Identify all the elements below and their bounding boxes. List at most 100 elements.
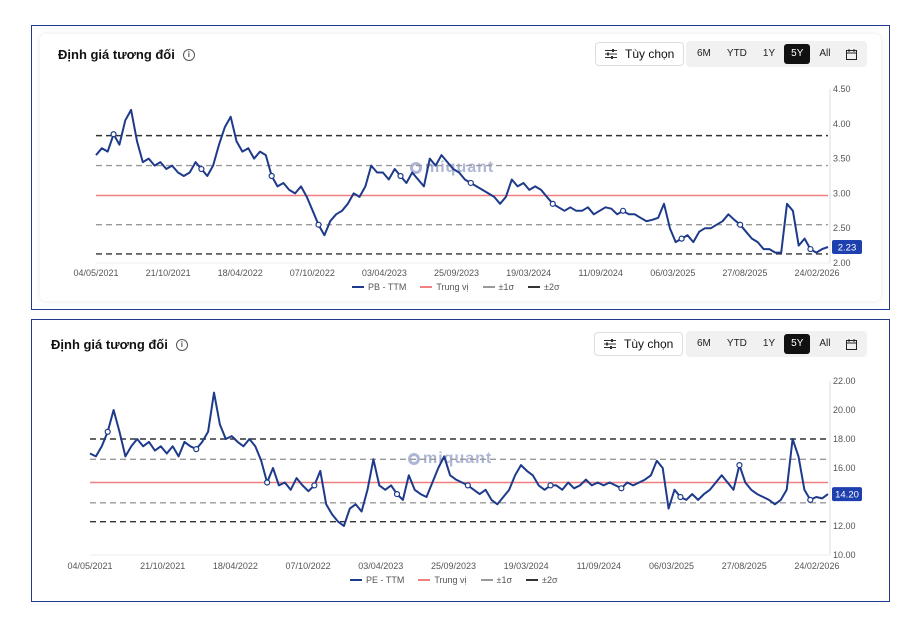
current-value-label: 2.23 — [838, 242, 857, 253]
x-tick-label: 18/04/2022 — [213, 561, 258, 571]
x-tick-label: 03/04/2023 — [362, 268, 407, 278]
legend-swatch — [480, 579, 493, 581]
data-point — [193, 446, 200, 453]
range-5y[interactable]: 5Y — [784, 334, 811, 354]
legend-label: ±1σ — [498, 282, 515, 292]
x-tick-label: 21/10/2021 — [146, 268, 191, 278]
options-button[interactable]: Tùy chọn — [595, 42, 685, 66]
legend-swatch — [420, 286, 433, 288]
info-icon[interactable]: i — [175, 338, 188, 351]
watermark: miquant — [410, 159, 494, 177]
series-line — [95, 108, 829, 254]
legend-item[interactable]: Trung vị — [418, 575, 467, 585]
range-1y[interactable]: 1Y — [762, 48, 776, 59]
legend-item[interactable]: ±2σ — [528, 282, 560, 292]
data-point — [807, 496, 814, 503]
y-tick-label: 12.00 — [833, 521, 856, 531]
x-tick-label: 24/02/2026 — [794, 268, 839, 278]
x-tick-label: 07/10/2022 — [286, 561, 331, 571]
series-line — [89, 391, 829, 527]
legend-item[interactable]: PE - TTM — [350, 575, 404, 585]
legend-swatch — [350, 579, 362, 581]
x-tick-label: 03/04/2023 — [358, 561, 403, 571]
legend-label: ±2σ — [542, 575, 558, 585]
panel-title: Định giá tương đối i — [51, 337, 188, 352]
legend-label: ±1σ — [496, 575, 513, 585]
sliders-icon — [605, 49, 617, 59]
legend-label: Trung vị — [434, 575, 467, 585]
legend-item[interactable]: PB - TTM — [352, 282, 406, 292]
y-tick-label: 16.00 — [833, 463, 856, 473]
x-tick-label: 27/08/2025 — [722, 561, 767, 571]
legend-item[interactable]: Trung vị — [420, 282, 469, 292]
range-1y[interactable]: 1Y — [762, 338, 776, 349]
pe-line-chart: 22.0020.0018.0016.0014.0012.0010.0004/05… — [67, 376, 862, 571]
range-all[interactable]: All — [819, 48, 831, 59]
pb-line-chart: 4.50 4.00 3.50 3.00 2.50 2.00 04/05/2021 21/10/… — [73, 84, 862, 278]
data-point — [547, 482, 554, 489]
legend-swatch — [482, 286, 495, 288]
data-point — [807, 245, 814, 253]
range-selector: 6M YTD 1Y 5Y All — [686, 331, 867, 357]
data-point — [104, 428, 111, 435]
valuation-panel-pb: Định giá tương đối i Tùy chọn 6M YTD 1Y … — [31, 25, 890, 310]
legend-swatch — [418, 579, 431, 581]
x-tick-label: 07/10/2022 — [290, 268, 335, 278]
current-value-label: 14.20 — [835, 490, 859, 501]
data-point — [619, 207, 627, 214]
range-5y[interactable]: 5Y — [784, 44, 811, 64]
chart-card — [40, 328, 881, 593]
data-point — [198, 165, 205, 173]
x-tick-label: 21/10/2021 — [140, 561, 185, 571]
y-tick-label: 22.00 — [833, 376, 856, 386]
options-label: Tùy chọn — [624, 337, 674, 351]
y-tick-label: 3.00 — [833, 188, 851, 198]
data-point — [397, 172, 404, 180]
legend-swatch — [528, 286, 541, 288]
x-tick-label: 11/09/2024 — [579, 268, 623, 278]
legend-item[interactable]: ±2σ — [526, 575, 558, 585]
range-6m[interactable]: 6M — [697, 338, 711, 349]
chart-legend: PB - TTM Trung vị ±1σ ±2σ — [352, 282, 560, 292]
data-point — [311, 482, 318, 489]
range-selector: 6M YTD 1Y 5Y All — [686, 41, 867, 67]
range-6m[interactable]: 6M — [697, 48, 711, 59]
options-label: Tùy chọn — [625, 47, 675, 61]
calendar-icon[interactable] — [840, 334, 863, 354]
range-ytd[interactable]: YTD — [726, 48, 747, 59]
legend-label: PE - TTM — [366, 575, 405, 585]
data-point — [737, 221, 744, 228]
data-point — [677, 493, 684, 501]
legend-label: Trung vị — [436, 282, 469, 292]
data-point — [393, 491, 401, 498]
valuation-panel-pe: Định giá tương đối i Tùy chọn 6M YTD 1Y … — [31, 319, 890, 602]
sliders-icon — [604, 339, 616, 349]
legend-swatch — [352, 286, 364, 288]
legend-item[interactable]: ±1σ — [482, 282, 515, 292]
options-button[interactable]: Tùy chọn — [594, 332, 684, 356]
x-tick-label: 18/04/2022 — [218, 268, 263, 278]
data-point — [736, 462, 743, 469]
current-value-badge — [832, 239, 862, 254]
data-point — [268, 172, 275, 180]
y-tick-label: 4.50 — [833, 84, 851, 94]
calendar-icon[interactable] — [840, 44, 863, 64]
x-tick-label: 06/03/2025 — [649, 561, 694, 571]
legend-label: ±2σ — [544, 282, 560, 292]
y-tick-label: 2.00 — [833, 258, 851, 268]
panel-title: Định giá tương đối i — [58, 47, 195, 62]
range-all[interactable]: All — [819, 338, 831, 349]
data-point — [467, 179, 474, 187]
x-tick-label: 27/08/2025 — [722, 268, 767, 278]
range-ytd[interactable]: YTD — [726, 338, 747, 349]
y-tick-label: 4.00 — [833, 119, 851, 129]
y-tick-label: 18.00 — [833, 434, 856, 444]
chart-card — [40, 34, 881, 301]
legend-swatch — [526, 579, 539, 581]
info-icon[interactable]: i — [182, 48, 195, 61]
x-tick-label: 06/03/2025 — [650, 268, 695, 278]
legend-item[interactable]: ±1σ — [480, 575, 513, 585]
x-tick-label: 25/09/2023 — [434, 268, 479, 278]
chart-legend: PE - TTM Trung vị ±1σ ±2σ — [350, 575, 558, 585]
watermark-text: miquant — [425, 159, 495, 176]
